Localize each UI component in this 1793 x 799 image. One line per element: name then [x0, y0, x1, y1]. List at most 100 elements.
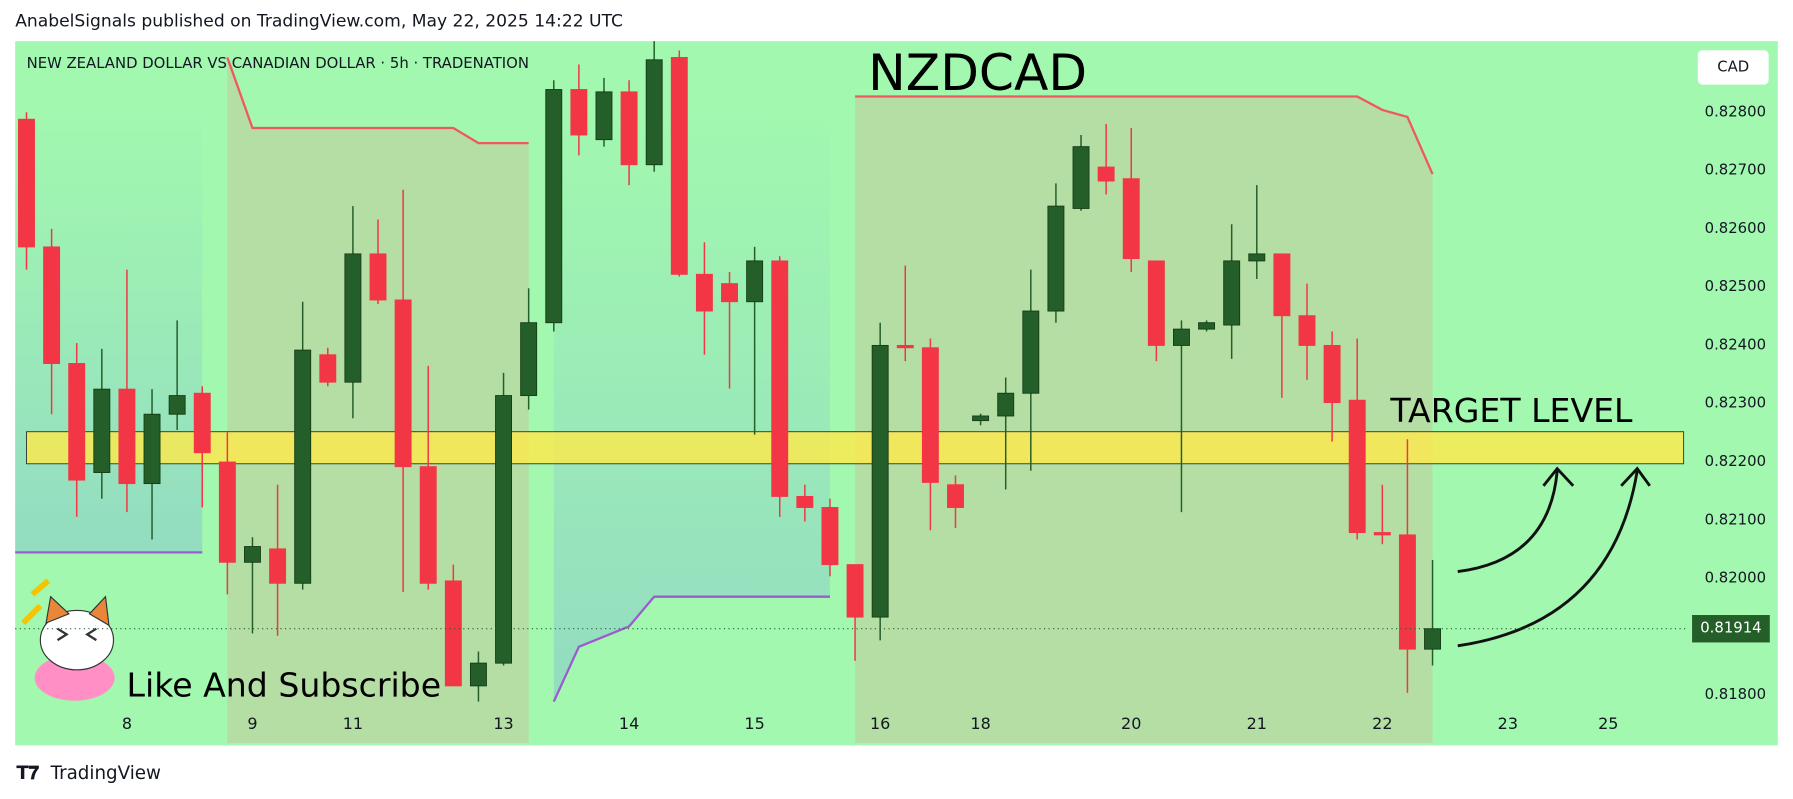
candle-body	[721, 283, 738, 303]
x-tick-label: 11	[343, 714, 363, 733]
last-price-label: 0.81914	[1700, 619, 1761, 637]
svg-text:T𝟕: T𝟕	[16, 763, 39, 784]
candle-body	[93, 388, 111, 473]
candle-body	[1223, 260, 1241, 326]
candle-body	[495, 395, 513, 664]
candle-body	[1097, 166, 1115, 182]
candle-body	[746, 260, 764, 303]
y-tick-label: 0.82800	[1705, 102, 1766, 120]
candle-body	[18, 118, 35, 248]
footer: TradingView	[50, 763, 161, 784]
y-tick-label: 0.82100	[1705, 510, 1766, 528]
candle-body	[1273, 253, 1291, 317]
candle-body	[344, 253, 362, 383]
candle-body	[1173, 328, 1190, 346]
annotation: Like And Subscribe	[127, 665, 442, 704]
candle-body	[620, 91, 638, 166]
candle-body	[319, 354, 337, 383]
x-tick-label: 21	[1247, 714, 1267, 733]
candle-body	[193, 392, 211, 454]
candle-body	[1424, 628, 1441, 650]
indicator-line	[855, 95, 1434, 175]
unit-box	[1697, 50, 1769, 85]
band-fill	[855, 96, 1433, 743]
candle-body	[419, 466, 437, 584]
candle-body	[1047, 205, 1065, 312]
x-tick-label: 20	[1121, 714, 1141, 733]
candle-body	[997, 392, 1015, 417]
candle-body	[1323, 344, 1341, 404]
candle-body	[294, 349, 312, 584]
x-tick-label: 18	[970, 714, 990, 733]
candle-body	[545, 89, 563, 324]
x-tick-label: 9	[247, 714, 257, 733]
candle-body	[1022, 310, 1040, 394]
candle-body	[947, 484, 964, 508]
candle-body	[796, 495, 814, 508]
target-zone	[26, 431, 1685, 465]
candle-body	[771, 260, 789, 497]
candle-body	[670, 57, 688, 275]
mascot	[21, 578, 115, 701]
band-fill	[553, 109, 830, 702]
unit-label: CAD	[1717, 57, 1749, 75]
zone-label: TARGET LEVEL	[1389, 391, 1633, 430]
candle-body	[570, 89, 588, 136]
candle-body	[595, 91, 613, 141]
candle-body	[444, 580, 462, 687]
arrows	[1457, 466, 1651, 648]
candle-body	[921, 347, 939, 483]
x-tick-label: 13	[493, 714, 513, 733]
y-tick-label: 0.82000	[1705, 569, 1766, 587]
candle-body	[469, 662, 487, 687]
candle-body	[118, 388, 136, 485]
candle-body	[695, 273, 713, 312]
candle-body	[520, 322, 538, 397]
x-tick-label: 25	[1598, 714, 1618, 733]
candle-body	[1398, 534, 1416, 650]
x-tick-label: 16	[870, 714, 890, 733]
candle-body	[369, 253, 387, 301]
candle-body	[1248, 253, 1266, 262]
candle-body	[269, 548, 287, 584]
footer-logo: T𝟕	[16, 763, 39, 784]
y-tick-label: 0.82300	[1705, 394, 1766, 412]
candle-body	[1198, 322, 1216, 330]
x-tick-label: 14	[619, 714, 639, 733]
candle-body	[1072, 146, 1090, 209]
candle-body	[218, 461, 236, 563]
candle-body	[1298, 315, 1316, 346]
candle-body	[896, 344, 914, 349]
candle-body	[1147, 260, 1165, 346]
candle-body	[1348, 399, 1366, 534]
candle-body	[1373, 532, 1391, 536]
candle-body	[871, 344, 889, 618]
candle-body	[394, 299, 412, 468]
x-tick-label: 22	[1372, 714, 1392, 733]
candle-body	[68, 363, 86, 481]
y-tick-label: 0.82200	[1705, 452, 1766, 470]
candle-body	[972, 415, 990, 422]
candle-body	[168, 395, 186, 415]
candle-body	[244, 546, 261, 563]
header: AnabelSignals published on TradingView.c…	[15, 12, 623, 32]
candle-body	[846, 564, 864, 618]
y-tick-label: 0.81800	[1705, 685, 1766, 703]
y-tick-label: 0.82400	[1705, 335, 1766, 353]
x-tick-label: 23	[1498, 714, 1518, 733]
chart-title: NZDCAD	[868, 43, 1087, 102]
last-price-box	[1692, 615, 1770, 643]
candle-body	[1122, 178, 1140, 260]
subtitle: NEW ZEALAND DOLLAR VS CANADIAN DOLLAR · …	[27, 54, 529, 72]
candle-body	[43, 246, 61, 364]
candle-body	[143, 413, 161, 485]
indicator-line	[552, 595, 830, 703]
candle-body	[645, 59, 663, 166]
y-tick-label: 0.82600	[1705, 219, 1766, 237]
x-tick-label: 8	[122, 714, 132, 733]
indicator-line	[226, 57, 529, 145]
band-fill	[227, 57, 529, 743]
candle-body	[821, 507, 839, 566]
y-tick-label: 0.82700	[1705, 161, 1766, 179]
